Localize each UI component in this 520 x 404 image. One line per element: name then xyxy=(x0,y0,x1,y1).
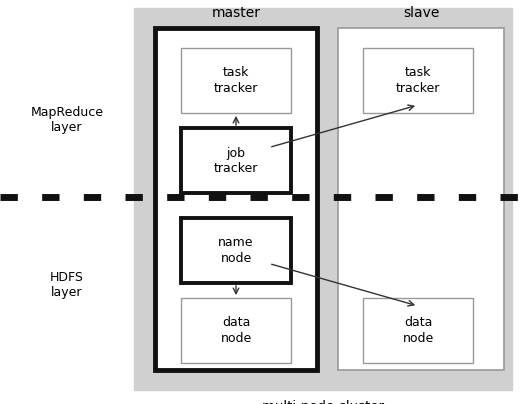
Text: task
tracker: task tracker xyxy=(396,67,440,95)
Text: name
node: name node xyxy=(218,236,254,265)
Text: MapReduce
layer: MapReduce layer xyxy=(31,106,103,134)
Text: multi-node cluster: multi-node cluster xyxy=(262,400,384,404)
Bar xyxy=(181,298,291,363)
Text: HDFS
layer: HDFS layer xyxy=(50,271,84,299)
Bar xyxy=(181,218,291,283)
Text: data
node: data node xyxy=(402,316,434,345)
Bar xyxy=(155,28,317,370)
Bar xyxy=(181,48,291,113)
Bar xyxy=(181,128,291,193)
Text: master: master xyxy=(212,6,261,20)
Text: data
node: data node xyxy=(220,316,252,345)
Bar xyxy=(338,28,504,370)
Bar xyxy=(363,298,473,363)
Text: task
tracker: task tracker xyxy=(214,67,258,95)
Text: job
tracker: job tracker xyxy=(214,147,258,175)
Text: slave: slave xyxy=(403,6,439,20)
Bar xyxy=(363,48,473,113)
Bar xyxy=(134,8,512,390)
